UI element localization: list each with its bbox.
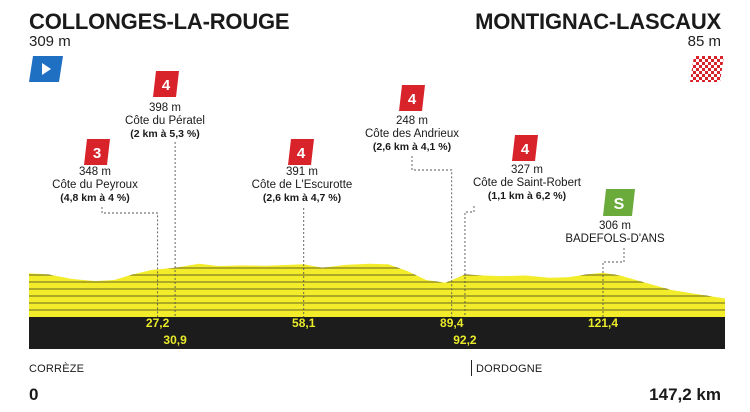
km-marker-label: 27,2: [146, 316, 170, 330]
climb-name: Côte du Peyroux: [52, 179, 138, 191]
elevation-area: [29, 263, 725, 317]
climb-name: Côte de Saint-Robert: [472, 177, 582, 189]
distance-end: 147,2 km: [649, 385, 721, 404]
start-town: COLLONGES-LA-ROUGE: [29, 9, 290, 34]
sprint-badge-icon: S: [603, 189, 635, 216]
finish-altitude: 85 m: [687, 33, 721, 50]
svg-text:4: 4: [162, 77, 171, 94]
svg-text:S: S: [614, 196, 625, 213]
svg-text:3: 3: [93, 145, 101, 162]
climb-name: Côte du Pératel: [125, 115, 205, 127]
climb-altitude: 248 m: [396, 115, 428, 127]
svg-text:4: 4: [521, 141, 530, 158]
climb-detail: (4,8 km à 4 %): [60, 192, 130, 204]
climb-name: Côte des Andrieux: [365, 128, 459, 140]
start-flag-icon: [29, 56, 63, 82]
profile-layer: [29, 263, 725, 349]
svg-text:4: 4: [297, 145, 306, 162]
category-4-badge-icon: 4: [153, 71, 179, 97]
climb-detail: (2 km à 5,3 %): [130, 128, 200, 140]
finish-town: MONTIGNAC-LASCAUX: [475, 9, 721, 34]
category-4-badge-icon: 4: [512, 135, 538, 161]
km-marker-label: 89,4: [440, 316, 464, 330]
region-divider: [471, 360, 472, 376]
leader-line: [101, 207, 159, 317]
km-marker-label: 121,4: [588, 316, 618, 330]
leader-line: [602, 248, 625, 317]
climb-name: Côte de L'Escurotte: [251, 179, 353, 191]
km-marker-label: 30,9: [163, 333, 187, 347]
region-left: CORRÈZE: [29, 363, 85, 375]
climb-altitude: 398 m: [149, 102, 181, 114]
climb-altitude: 391 m: [286, 166, 318, 178]
start-altitude: 309 m: [29, 33, 71, 50]
marker-layer: 27,2 30,9 58,1 89,4 92,2 121,4: [101, 142, 625, 347]
leader-line: [411, 156, 453, 317]
svg-text:4: 4: [408, 91, 417, 108]
sprint-altitude: 306 m: [599, 220, 631, 232]
region-right: DORDOGNE: [476, 363, 543, 375]
base-band: [29, 317, 725, 349]
sprint-name: BADEFOLS-D'ANS: [565, 233, 665, 245]
climb-altitude: 327 m: [511, 164, 543, 176]
category-4-badge-icon: 4: [288, 139, 314, 165]
category-4-badge-icon: 4: [399, 85, 425, 111]
finish-flag-icon: [690, 56, 724, 82]
climb-detail: (1,1 km à 6,2 %): [487, 190, 567, 202]
climb-detail: (2,6 km à 4,1 %): [372, 141, 452, 153]
category-3-badge-icon: 3: [84, 139, 110, 165]
climb-altitude: 348 m: [79, 166, 111, 178]
km-marker-label: 92,2: [453, 333, 477, 347]
climb-detail: (2,6 km à 4,7 %): [262, 192, 342, 204]
distance-start: 0: [29, 385, 39, 404]
km-marker-label: 58,1: [292, 316, 316, 330]
